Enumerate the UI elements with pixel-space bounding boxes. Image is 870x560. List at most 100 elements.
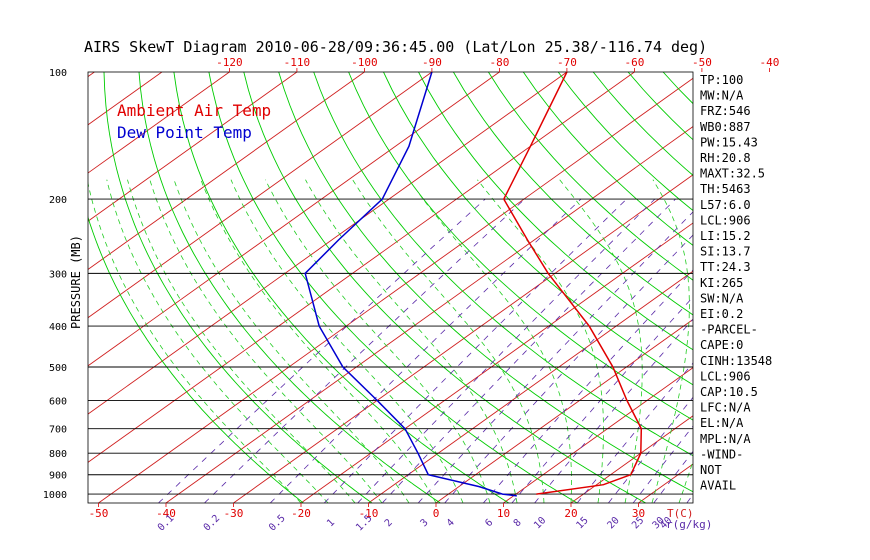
stats-line: WB0:887: [700, 120, 751, 134]
dry-adiabat-line: [522, 72, 693, 246]
pressure-tick-label: 100: [49, 68, 67, 79]
mixing-ratio-label: 6: [483, 517, 495, 529]
mixing-ratio-line: [483, 269, 693, 503]
isotherm-line: [570, 415, 693, 503]
bottom-temp-tick-label: 10: [497, 507, 510, 520]
bottom-temp-tick-label: -40: [156, 507, 176, 520]
isotherm-line: [233, 174, 693, 503]
mixing-ratio-line: [576, 362, 693, 503]
bottom-temp-tick-label: -20: [291, 507, 311, 520]
mixing-ratio-line: [204, 198, 525, 503]
bottom-temp-tick-label: 0: [433, 507, 440, 520]
moist-adiabat-line: [408, 179, 572, 503]
moist-adiabat-line: [559, 179, 643, 503]
dry-adiabat-line: [173, 72, 510, 503]
stats-line: LI:15.2: [700, 229, 751, 243]
mixing-ratio-line: [417, 211, 693, 503]
plot-frame: [87, 71, 694, 504]
moist-adiabat-line: [678, 460, 693, 503]
mixing-ratio-unit-label: r(g/kg): [666, 518, 712, 531]
mixing-ratio-label: 1: [325, 517, 337, 529]
isotherm-line: [88, 72, 230, 174]
top-temp-tick-label: -100: [351, 56, 378, 69]
mixing-ratio-label: 0.5: [267, 513, 288, 534]
isotherm-line: [503, 367, 693, 503]
legend-ambient-air-temp: Ambient Air Temp: [117, 101, 271, 120]
bottom-temp-tick-label: 30: [632, 507, 645, 520]
moist-adiabat-line: [88, 181, 302, 503]
stats-line: -WIND-: [700, 447, 743, 461]
stats-line: RH:20.8: [700, 151, 751, 165]
pressure-tick-label: 500: [49, 363, 67, 374]
mixing-ratio-label: 10: [532, 515, 548, 531]
pressure-tick-label: 700: [49, 425, 67, 436]
isotherm-line: [88, 72, 635, 463]
ambient-air-temp-line: [502, 72, 643, 495]
bottom-temp-tick-label: -50: [89, 507, 109, 520]
isotherm-line: [0, 72, 27, 503]
stats-line: TT:24.3: [700, 260, 751, 274]
grid-lines: [0, 72, 870, 503]
mixing-ratio-label: 2: [383, 517, 395, 529]
pressure-tick-label: 900: [49, 471, 67, 482]
dew-point-temp-line: [304, 72, 517, 497]
stats-line: LFC:N/A: [700, 401, 751, 415]
moist-adiabat-line: [149, 179, 383, 503]
moist-adiabat-line: [477, 179, 604, 503]
stats-line: CINH:13548: [700, 354, 772, 368]
stats-line: SW:N/A: [700, 291, 744, 305]
stats-line: EL:N/A: [700, 416, 744, 430]
top-temperature-ticks: -120 -110 -100 -90 -80 -70 -60 -50 -40: [216, 56, 779, 72]
pressure-tick-label: 300: [49, 269, 67, 280]
pressure-tick-labels: 100 200 300 400 500 600 700 800 900 1000: [43, 68, 67, 501]
dry-adiabat-line: [208, 72, 578, 503]
stats-line: TH:5463: [700, 182, 751, 196]
chart-title: AIRS SkewT Diagram 2010-06-28/09:36:45.0…: [84, 38, 707, 56]
moist-adiabat-line: [305, 179, 518, 503]
dry-adiabat-line: [313, 72, 693, 457]
mixing-ratio-line: [382, 198, 676, 503]
dry-adiabat-line: [243, 72, 646, 503]
stats-line: EI:0.2: [700, 307, 743, 321]
isotherm-line: [98, 77, 693, 503]
top-temp-tick-label: -40: [759, 56, 779, 69]
stats-line: PW:15.43: [700, 135, 758, 149]
isotherm-line: [88, 72, 433, 319]
stats-line: MW:N/A: [700, 89, 744, 103]
top-temp-tick-label: -120: [216, 56, 243, 69]
moist-adiabat-line: [352, 179, 545, 503]
dry-adiabat-line: [662, 72, 693, 105]
mixing-ratio-line: [511, 296, 693, 503]
stats-line: MPL:N/A: [700, 432, 751, 446]
dry-adiabat-line: [383, 72, 693, 386]
moist-adiabat-line: [173, 179, 410, 503]
mixing-ratio-line: [324, 198, 627, 503]
mixing-ratio-line: [270, 198, 582, 503]
isotherm-line: [368, 270, 693, 503]
stats-line: -PARCEL-: [700, 323, 758, 337]
mixing-ratio-line: [632, 425, 693, 503]
mixing-ratio-label: 0.2: [202, 513, 223, 534]
bottom-temp-tick-label: -30: [224, 507, 244, 520]
moist-adiabat-line: [651, 179, 690, 503]
dry-adiabat-line: [348, 72, 693, 421]
moist-adiabat-line: [265, 179, 491, 503]
pressure-tick-label: 800: [49, 449, 67, 460]
top-temp-tick-label: -70: [557, 56, 577, 69]
stats-line: CAPE:0: [700, 338, 743, 352]
legend-dew-point-temp: Dew Point Temp: [117, 123, 252, 142]
top-temp-tick-label: -80: [489, 56, 509, 69]
dry-adiabat-line: [838, 72, 870, 503]
pressure-tick-label: 600: [49, 396, 67, 407]
dry-adiabat-line: [768, 72, 870, 503]
mixing-ratio-label: 3: [419, 517, 431, 529]
mixing-ratio-line: [357, 198, 656, 503]
top-temp-tick-label: -110: [284, 56, 311, 69]
profile-series: [304, 72, 643, 497]
top-temp-tick-label: -50: [692, 56, 712, 69]
moist-adiabat-line: [230, 179, 464, 503]
stats-line: LCL:906: [700, 213, 751, 227]
stats-line: AVAIL: [700, 479, 736, 493]
moist-adiabat-line: [127, 179, 356, 503]
